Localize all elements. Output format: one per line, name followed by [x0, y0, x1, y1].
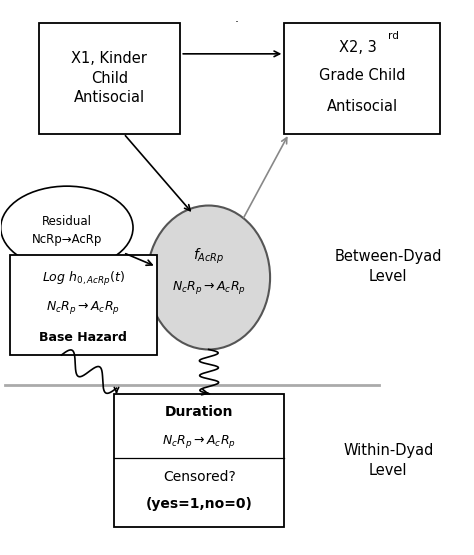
Text: $N_cR_p\rightarrow A_cR_p$: $N_cR_p\rightarrow A_cR_p$	[162, 433, 236, 450]
FancyBboxPatch shape	[284, 23, 440, 134]
Text: Censored?: Censored?	[163, 470, 236, 483]
Circle shape	[147, 205, 270, 350]
Text: Within-Dyad
Level: Within-Dyad Level	[343, 443, 433, 478]
Text: rd: rd	[388, 31, 399, 41]
Text: X1, Kinder
Child
Antisocial: X1, Kinder Child Antisocial	[72, 51, 147, 105]
Text: NcRp→AcRp: NcRp→AcRp	[32, 233, 102, 246]
FancyBboxPatch shape	[114, 393, 284, 527]
Text: .: .	[235, 12, 239, 25]
Text: Base Hazard: Base Hazard	[39, 331, 128, 344]
Text: $f_{AcRp}$: $f_{AcRp}$	[193, 247, 224, 266]
FancyBboxPatch shape	[38, 23, 180, 134]
Text: $N_cR_p\rightarrow A_cR_p$: $N_cR_p\rightarrow A_cR_p$	[46, 300, 120, 316]
Ellipse shape	[0, 186, 133, 269]
Text: Duration: Duration	[165, 405, 233, 419]
Text: Antisocial: Antisocial	[327, 99, 398, 114]
Text: (yes=1,no=0): (yes=1,no=0)	[146, 497, 253, 511]
FancyBboxPatch shape	[10, 255, 156, 355]
Text: Residual: Residual	[42, 215, 92, 228]
Text: Between-Dyad
Level: Between-Dyad Level	[335, 249, 442, 284]
Text: $N_cR_p\rightarrow A_cR_p$: $N_cR_p\rightarrow A_cR_p$	[172, 279, 246, 296]
Text: $Log\ h_{0,AcRp}(t)$: $Log\ h_{0,AcRp}(t)$	[42, 270, 125, 287]
Text: Grade Child: Grade Child	[319, 68, 405, 83]
Text: X2, 3: X2, 3	[338, 41, 376, 56]
